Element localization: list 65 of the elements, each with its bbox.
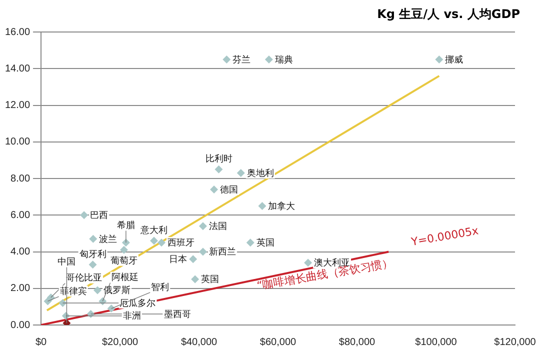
point bbox=[198, 222, 207, 230]
point bbox=[120, 246, 128, 254]
point bbox=[94, 286, 102, 294]
series-label: 葡萄牙 bbox=[110, 255, 138, 266]
series-label: 波兰 bbox=[99, 234, 118, 245]
point bbox=[88, 260, 97, 269]
point bbox=[150, 236, 158, 245]
x-tick-label: $100,000 bbox=[415, 336, 458, 348]
chart-title: Kg 生豆/人 vs. 人均GDP bbox=[376, 6, 520, 23]
y-tick-label: 12.00 bbox=[4, 100, 30, 111]
series-label: 英国 bbox=[256, 237, 274, 248]
text: 智利 bbox=[151, 282, 170, 293]
series-label: 俄罗斯 bbox=[104, 285, 131, 296]
series-label: 希腊 bbox=[116, 220, 135, 231]
y-tick-label: 14.00 bbox=[4, 63, 30, 74]
point bbox=[258, 202, 266, 210]
series-label: 瑞典 bbox=[274, 54, 293, 66]
point bbox=[222, 55, 231, 64]
point bbox=[198, 248, 207, 256]
series-label: 意大利 bbox=[139, 225, 168, 236]
x-tick-label: $80,000 bbox=[338, 336, 376, 348]
text: 墨西哥 bbox=[164, 308, 191, 320]
x-tick-label: $20,000 bbox=[102, 336, 139, 348]
point bbox=[157, 238, 166, 247]
series-label: 奥地利 bbox=[246, 168, 274, 179]
series-label: 英国 bbox=[201, 274, 220, 286]
series-label: 加拿大 bbox=[268, 200, 296, 212]
point bbox=[191, 275, 200, 284]
point bbox=[236, 169, 245, 178]
series-label: 德国 bbox=[220, 184, 238, 196]
series-label: 比利时 bbox=[205, 154, 232, 165]
point bbox=[189, 255, 198, 264]
series-label: 西班牙 bbox=[167, 237, 194, 248]
y-tick-label: 2.00 bbox=[10, 283, 30, 294]
series-label: 法国 bbox=[208, 220, 227, 232]
point bbox=[107, 304, 116, 313]
y-tick-label: 6.00 bbox=[10, 210, 30, 221]
x-tick-label: $40,000 bbox=[180, 336, 218, 348]
x-tick-label: $0 bbox=[35, 336, 48, 348]
series-label: 挪威 bbox=[445, 54, 464, 66]
point bbox=[435, 55, 444, 64]
text: 非洲 bbox=[122, 310, 141, 322]
y-tick-label: 0.00 bbox=[10, 320, 30, 331]
series-label: 芬兰 bbox=[232, 54, 251, 66]
series-label: 日本 bbox=[169, 254, 188, 265]
annotation: Y=0.00005x bbox=[409, 224, 480, 249]
point bbox=[214, 165, 223, 174]
y-tick-label: 4.00 bbox=[10, 246, 30, 258]
x-tick-label: $60,000 bbox=[260, 336, 297, 348]
text: 厄瓜多尔 bbox=[120, 298, 156, 309]
y-tick-label: 8.00 bbox=[10, 173, 30, 184]
text: 中国 bbox=[58, 256, 76, 268]
point bbox=[246, 238, 254, 247]
series-label: 新西兰 bbox=[208, 246, 236, 258]
x-tick-label: $120,000 bbox=[494, 336, 536, 348]
y-tick-label: 10.00 bbox=[4, 136, 30, 148]
point bbox=[89, 234, 98, 243]
series-label: 巴西 bbox=[90, 210, 108, 221]
series-label: 匈牙利 bbox=[79, 248, 106, 260]
point bbox=[304, 258, 312, 267]
series-label: 阿根廷 bbox=[111, 272, 138, 284]
point bbox=[80, 211, 88, 220]
point bbox=[264, 55, 273, 64]
y-tick-label: 16.00 bbox=[4, 26, 30, 38]
point bbox=[210, 185, 218, 194]
